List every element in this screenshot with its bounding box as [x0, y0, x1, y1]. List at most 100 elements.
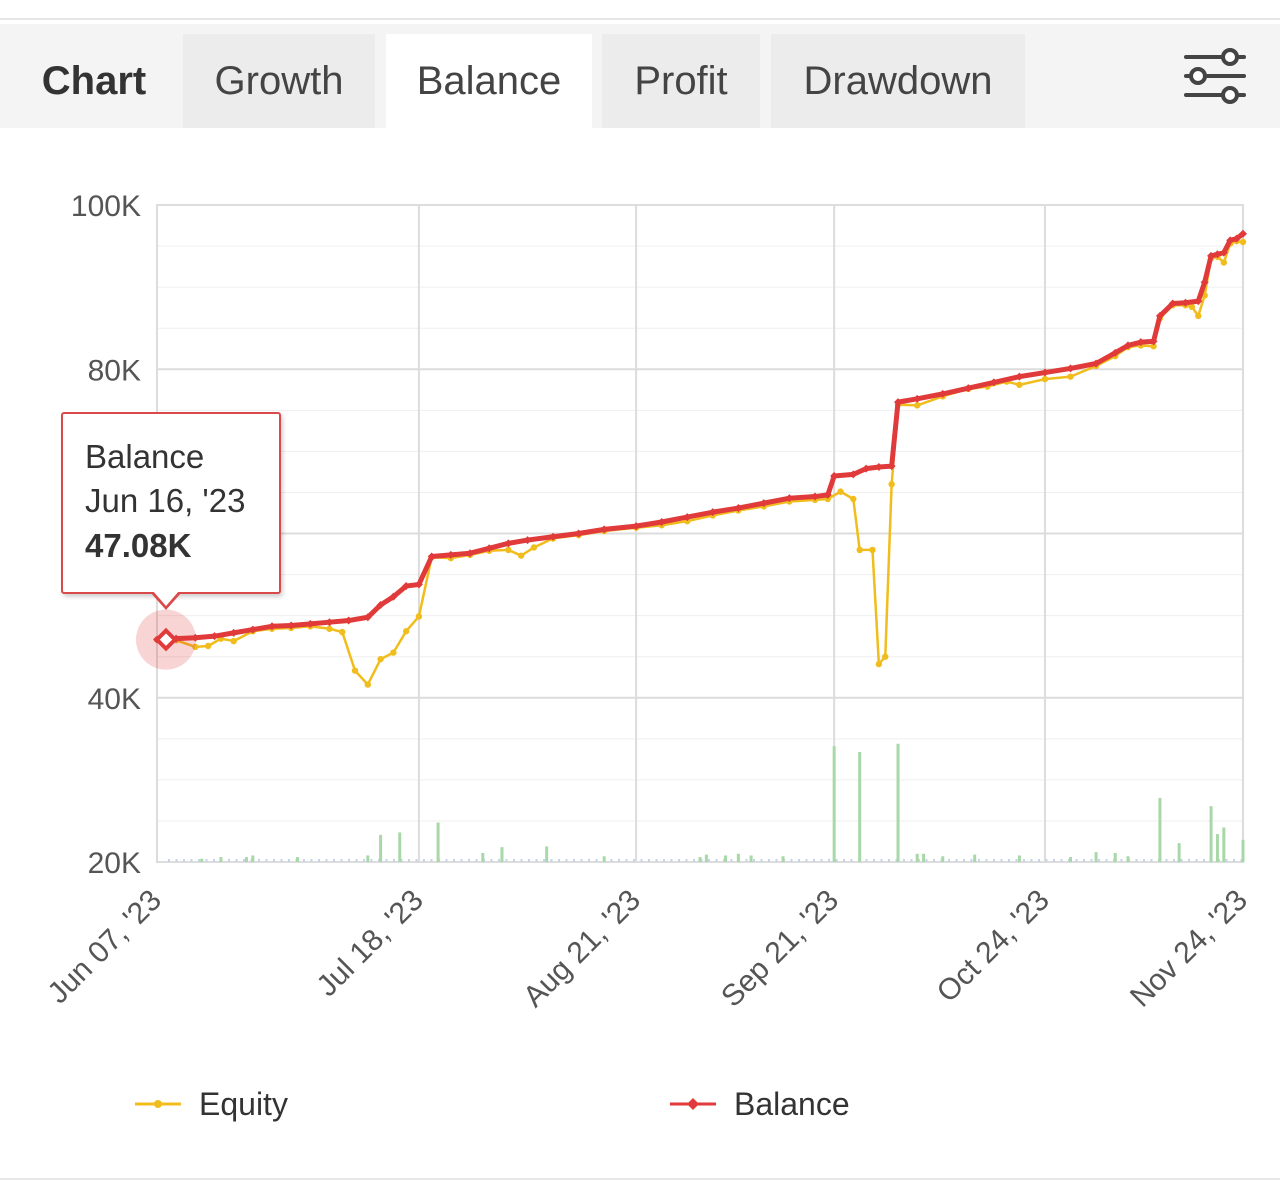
legend-label-balance: Balance: [734, 1085, 850, 1122]
equity-point: [402, 628, 410, 635]
balance-point: [1200, 278, 1209, 287]
equity-point: [390, 649, 397, 656]
volume-bar: [1209, 806, 1213, 862]
bottom-divider: [0, 1178, 1280, 1180]
equity-point: [1067, 373, 1074, 380]
hover-marker: [136, 609, 196, 670]
volume-bar: [1069, 857, 1073, 862]
equity-point: [505, 546, 512, 554]
balance-point: [830, 472, 839, 481]
tab-profit[interactable]: Profit: [602, 34, 760, 128]
volume-bar: [436, 822, 440, 862]
equity-point: [339, 628, 346, 636]
balance-point: [229, 628, 238, 637]
balance-point: [1219, 248, 1228, 257]
volume-bars: [168, 743, 1245, 862]
equity-point: [856, 546, 863, 554]
balance-point: [210, 632, 219, 641]
balance-point: [1155, 311, 1164, 320]
balance-point: [248, 625, 257, 634]
balance-point: [823, 490, 832, 499]
equity-line: [156, 239, 1244, 686]
balance-point: [964, 384, 973, 393]
volume-bar: [781, 856, 785, 862]
tab-drawdown[interactable]: Drawdown: [771, 34, 1025, 128]
top-divider: [0, 18, 1280, 20]
balance-point: [810, 492, 819, 501]
volume-bar: [1017, 855, 1021, 862]
balance-point: [862, 464, 871, 473]
equity-point: [1220, 259, 1228, 266]
chart-tab-bar: Chart Growth Balance Profit Drawdown: [0, 24, 1280, 128]
balance-point: [849, 470, 858, 479]
x-tick-label: Nov 24, '23: [1124, 884, 1254, 1014]
balance-point: [287, 621, 296, 630]
x-tick-label: Jul 18, '23: [310, 884, 429, 1003]
x-axis-labels: Jun 07, '23 Jul 18, '23 Aug 21, '23 Sep 21,…: [41, 884, 1253, 1014]
volume-bar: [704, 854, 708, 862]
volume-bar: [941, 856, 945, 862]
tab-balance[interactable]: Balance: [386, 34, 592, 128]
balance-point: [389, 592, 398, 601]
equity-point: [1195, 312, 1202, 320]
balance-point: [1194, 297, 1203, 306]
equity-point: [530, 544, 538, 551]
balance-point: [1149, 337, 1158, 346]
balance-point: [1232, 234, 1241, 243]
sliders-icon[interactable]: [1178, 44, 1250, 114]
volume-bar: [698, 857, 702, 862]
volume-bar: [602, 856, 606, 862]
equity-point: [914, 402, 921, 409]
balance-point: [1092, 359, 1101, 368]
volume-bar: [1094, 852, 1098, 862]
balance-point: [785, 494, 794, 503]
balance-point: [466, 549, 475, 558]
equity-point: [377, 655, 384, 663]
x-tick-label: Aug 21, '23: [517, 884, 647, 1014]
balance-point: [504, 539, 513, 548]
equity-point: [869, 546, 876, 554]
balance-point: [325, 618, 334, 627]
chart-grid: [156, 204, 1244, 863]
balance-point: [1168, 299, 1177, 308]
equity-point: [517, 552, 525, 559]
balance-point: [1239, 229, 1247, 238]
volume-bar: [500, 847, 504, 862]
balance-point: [414, 580, 423, 589]
x-tick-label: Jun 07, '23: [41, 884, 167, 1010]
balance-point: [1111, 348, 1120, 357]
balance-point: [549, 532, 558, 541]
equity-point: [1041, 375, 1049, 383]
balance-point: [267, 622, 276, 631]
volume-bar: [545, 846, 549, 862]
balance-point: [887, 462, 896, 471]
balance-point: [938, 389, 947, 398]
legend-item-equity[interactable]: Equity: [133, 1082, 288, 1126]
volume-bar: [1241, 839, 1245, 862]
equity-point: [1016, 381, 1023, 389]
balance-point: [523, 536, 532, 545]
tab-growth[interactable]: Growth: [183, 34, 375, 128]
volume-bar: [398, 832, 402, 862]
equity-point: [230, 637, 237, 645]
legend-item-balance[interactable]: Balance: [668, 1082, 850, 1126]
balance-point: [306, 619, 315, 628]
balance-point: [657, 518, 666, 527]
equity-point: [326, 625, 333, 632]
volume-bar: [915, 853, 919, 862]
equity-point: [888, 481, 895, 488]
balance-point: [446, 550, 455, 559]
balance-point: [344, 616, 353, 625]
balance-point: [1040, 368, 1049, 377]
volume-bar: [366, 855, 370, 862]
balance-point: [376, 600, 385, 609]
volume-bar: [244, 857, 248, 862]
equity-series: [153, 237, 1247, 688]
balance-point: [632, 522, 641, 531]
balance-point: [734, 504, 743, 513]
balance-tooltip: Balance Jun 16, '23 47.08K: [61, 412, 281, 594]
balance-point: [874, 462, 883, 471]
volume-bar: [832, 746, 836, 862]
balance-point: [600, 525, 609, 534]
volume-bar: [858, 751, 862, 862]
